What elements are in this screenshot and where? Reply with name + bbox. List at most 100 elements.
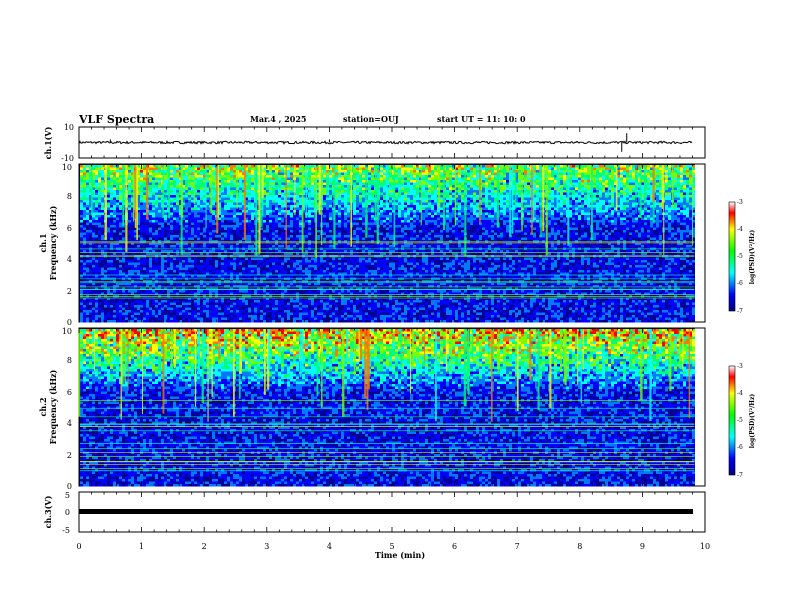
ch1-spectrogram-cell	[398, 193, 401, 196]
ch1-spectrogram-cell	[461, 205, 464, 208]
ch1-spectrogram-cell	[425, 195, 428, 198]
ch1-spectrogram-cell	[659, 208, 662, 211]
ch1-spectrogram-cell	[563, 213, 566, 216]
ch1-spectrogram-cell	[113, 213, 116, 216]
ch1-spectrogram-cell	[191, 223, 194, 226]
ch1-spectrogram-cell	[614, 213, 617, 216]
ch1-spectrogram-cell	[269, 183, 272, 186]
ch1-spectrogram-cell	[338, 195, 341, 198]
ch1-spectrogram-cell	[593, 203, 596, 206]
ch1-spectrogram-cell	[224, 225, 227, 228]
ch1-spectrogram-cell	[596, 170, 599, 173]
ch1-spectrogram-cell	[488, 218, 491, 221]
ch1-spectrogram-cell	[452, 175, 455, 178]
ch1-spectrogram-cell	[596, 180, 599, 183]
ch1-spectrogram-cell	[107, 188, 110, 191]
ch1-spectrogram-cell	[416, 185, 419, 188]
ch1-spectrogram-cell	[230, 195, 233, 198]
ch1-spectrogram-cell	[650, 208, 653, 211]
ch1-spectrogram-cell	[593, 195, 596, 198]
ch1-spectrogram-cell	[140, 215, 143, 218]
ch1-spectrogram-cell	[236, 223, 239, 226]
ch1-spectrogram-cell	[422, 205, 425, 208]
ch1-spectrogram-cell	[200, 183, 203, 186]
ch1-spectrogram-cell	[656, 180, 659, 183]
ch1-spectrogram-cell	[665, 183, 668, 186]
ch1-spectrogram-cell	[155, 168, 158, 171]
ch1-spectrogram-cell	[176, 208, 179, 211]
ch1-spectrogram-cell	[473, 190, 476, 193]
ch1-spectrogram-cell	[311, 203, 314, 206]
ch1-spectrogram-cell	[221, 193, 224, 196]
ch1-spectrogram-cell	[596, 193, 599, 196]
ch1-spectrogram-cell	[110, 210, 113, 213]
ch1-spectrogram-cell	[605, 190, 608, 193]
ch1-spectrogram-cell	[110, 215, 113, 218]
ch1-spectrogram-cell	[212, 213, 215, 216]
ch1-spectrogram-cell	[119, 173, 122, 176]
ch1-spectrogram-cell	[107, 200, 110, 203]
ch1-spectrogram-cell	[107, 215, 110, 218]
ch1-spectrogram-cell	[383, 175, 386, 178]
ch1-spectrogram-cell	[80, 188, 83, 191]
ch1-spectrogram-cell	[461, 220, 464, 223]
ch1-spectrogram-cell	[461, 203, 464, 206]
ch1-spectrogram-cell	[410, 193, 413, 196]
ch1-spectrogram-cell	[674, 173, 677, 176]
ch1-spectrogram-cell	[629, 185, 632, 188]
ch1-spectrogram-cell	[152, 178, 155, 181]
ch1-spectrogram-cell	[80, 225, 83, 228]
ch1-spectrogram-cell	[503, 180, 506, 183]
ch1-spectrogram-cell	[476, 175, 479, 178]
ch1-spectrogram-cell	[605, 188, 608, 191]
ch1-spectrogram-cell	[176, 220, 179, 223]
ch1-spectrogram-cell	[326, 188, 329, 191]
ch1-spectrogram-cell	[581, 168, 584, 171]
ch1-spectrogram-cell	[650, 220, 653, 223]
ch1-spectrogram-cell	[362, 170, 365, 173]
ch1-spectrogram-cell	[410, 185, 413, 188]
ch1-spectrogram-cell	[152, 200, 155, 203]
ch1-spectrogram-cell	[659, 190, 662, 193]
ch1-spectrogram-cell	[353, 173, 356, 176]
ch1-spectrogram-cell	[599, 218, 602, 221]
ch1-spectrogram-cell	[548, 198, 551, 201]
ch1-spectrogram-cell	[368, 173, 371, 176]
ch1-spectrogram-cell	[458, 190, 461, 193]
ch1-spectrogram-cell	[263, 208, 266, 211]
ch1-spectrogram-cell	[431, 200, 434, 203]
ch1-spectrogram-cell	[347, 188, 350, 191]
ch1-spectrogram-cell	[620, 183, 623, 186]
ch1-spectrogram-cell	[596, 215, 599, 218]
ch1-spectrogram-cell	[623, 200, 626, 203]
ch1-spectrogram-cell	[359, 188, 362, 191]
ch1-spectrogram-cell	[617, 188, 620, 191]
ch1-spectrogram-cell	[158, 180, 161, 183]
ch1-spectrogram-cell	[434, 208, 437, 211]
ch1-spectrogram-cell	[404, 210, 407, 213]
ch1-spectrogram-cell	[572, 188, 575, 191]
ch1-spectrogram-cell	[440, 183, 443, 186]
ch1-spectrogram-cell	[155, 175, 158, 178]
ch1-spectrogram-cell	[569, 203, 572, 206]
ch1-spectrogram-cell	[536, 188, 539, 191]
ch1-spectrogram-cell	[329, 195, 332, 198]
ch1-spectrogram-cell	[575, 215, 578, 218]
ch1-spectrogram-cell	[164, 180, 167, 183]
ch1-spectrogram-cell	[290, 175, 293, 178]
ch1-spectrogram-cell	[635, 218, 638, 221]
ch1-spectrogram-cell	[452, 218, 455, 221]
ch1-spectrogram-cell	[593, 185, 596, 188]
ch1-spectrogram-cell	[488, 168, 491, 171]
ch1-spectrogram-cell	[263, 203, 266, 206]
ch1-spectrogram-cell	[605, 223, 608, 226]
ch1-spectrogram-cell	[149, 180, 152, 183]
ch1-spectrogram-cell	[188, 175, 191, 178]
ch1-spectrogram-cell	[401, 205, 404, 208]
ch1-spectrogram-cell	[413, 203, 416, 206]
ch1-spectrogram-cell	[194, 213, 197, 216]
ch1-spectrogram-cell	[140, 180, 143, 183]
ch1-spectrogram-cell	[383, 223, 386, 226]
ch1-spectrogram-cell	[458, 173, 461, 176]
